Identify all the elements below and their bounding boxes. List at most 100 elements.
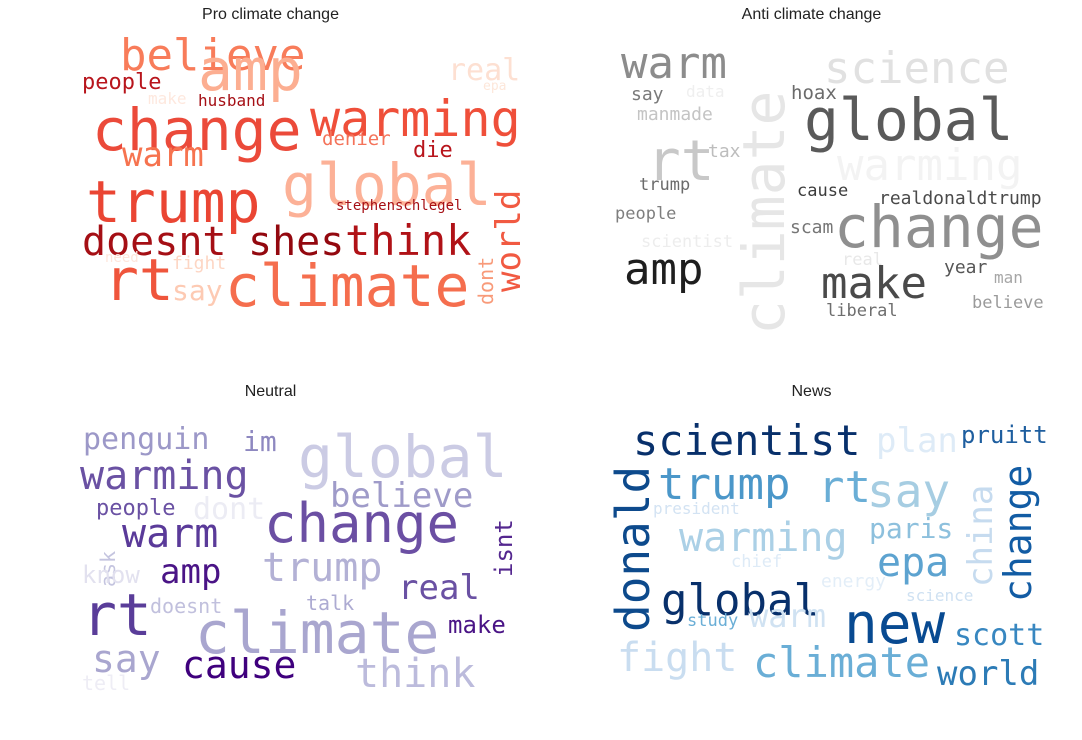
word-change: change xyxy=(264,492,459,555)
word-warming: warming xyxy=(679,515,848,561)
word-change: change xyxy=(834,193,1044,261)
word-husband: husband xyxy=(198,91,265,110)
word-epa: epa xyxy=(877,540,949,586)
chart-title: Pro climate change xyxy=(202,6,339,23)
word-scott: scott xyxy=(954,618,1044,653)
word-believe: believe xyxy=(120,30,305,81)
word-make: make xyxy=(148,89,187,108)
word-warming: warming xyxy=(80,453,249,499)
word-man: man xyxy=(994,268,1023,287)
word-need: need xyxy=(105,250,139,266)
word-climate: climate xyxy=(195,599,439,667)
word-global: global xyxy=(804,86,1014,154)
word-fight: fight xyxy=(172,253,226,274)
word-rt: rt xyxy=(104,246,174,314)
word-rt: rt xyxy=(647,129,714,194)
word-shes: shes xyxy=(248,219,344,265)
word-warm: warm xyxy=(621,38,727,89)
word-global: global xyxy=(661,575,820,626)
word-energy: energy xyxy=(821,571,886,592)
word-amp: amp xyxy=(624,244,703,295)
word-pruitt: pruitt xyxy=(961,421,1048,449)
word-say: say xyxy=(867,464,950,518)
word-fight: fight xyxy=(617,635,737,681)
word-trump: trump xyxy=(262,545,382,591)
word-trump: trump xyxy=(639,175,690,195)
word-epa: epa xyxy=(483,79,506,94)
word-believe: believe xyxy=(972,293,1044,313)
chart-title: News xyxy=(791,383,832,400)
word-real: real xyxy=(398,568,480,608)
word-denier: denier xyxy=(322,128,391,150)
word-isnt: isnt xyxy=(490,519,518,577)
word-dont: dont xyxy=(474,257,498,305)
word-think: think xyxy=(355,651,475,697)
word-warming: warming xyxy=(837,140,1022,191)
word-rt: rt xyxy=(818,462,871,513)
word-amp: amp xyxy=(160,552,221,592)
word-say: say xyxy=(172,274,223,307)
word-rt: rt xyxy=(82,581,152,649)
word-world: world xyxy=(937,654,1039,694)
word-say: say xyxy=(631,84,664,105)
word-cause: cause xyxy=(797,181,848,201)
word-data: data xyxy=(686,82,725,101)
word-people: people xyxy=(82,70,161,95)
word-change: change xyxy=(92,96,302,164)
word-paris: paris xyxy=(869,512,953,545)
word-plan: plan xyxy=(876,421,958,461)
panel-neutral: Neutral penguin im global warming believe peo… xyxy=(0,377,541,740)
panel-anti: Anti climate change warm climate science sa… xyxy=(541,0,1082,363)
word-climate: climate xyxy=(730,91,798,335)
word-donald: donald xyxy=(606,466,660,632)
word-global: global xyxy=(298,423,508,491)
word-science: science xyxy=(906,586,973,605)
word-warm: warm xyxy=(122,511,218,557)
word-president: president xyxy=(653,499,740,518)
word-make: make xyxy=(448,611,506,639)
word-science: science xyxy=(824,43,1009,94)
word-warming: warming xyxy=(310,90,521,148)
word-chief: chief xyxy=(731,552,782,572)
word-change: change xyxy=(996,465,1040,602)
word-ask: ask xyxy=(96,551,120,587)
panel-news: News scientist plan pruitt donald trump rt say… xyxy=(541,377,1082,740)
word-cloud-neutral: penguin im global warming believe people dont a… xyxy=(80,422,518,697)
word-realdonaldtrump: realdonaldtrump xyxy=(879,188,1042,209)
chart-title: Anti climate change xyxy=(741,6,882,23)
word-people: people xyxy=(615,204,676,224)
word-warm: warm xyxy=(122,135,204,175)
word-real: real xyxy=(842,250,883,270)
word-scam: scam xyxy=(790,217,833,238)
word-amp: amp xyxy=(198,36,303,104)
panel-pro: Pro climate change believe amp real people e… xyxy=(0,0,541,363)
word-doesnt: doesnt xyxy=(82,219,227,265)
word-global: global xyxy=(282,151,492,219)
word-doesnt: doesnt xyxy=(150,594,222,618)
word-people: people xyxy=(96,496,175,521)
word-cause: cause xyxy=(182,643,296,687)
word-say: say xyxy=(92,637,161,681)
word-world: world xyxy=(489,190,529,292)
word-liberal: liberal xyxy=(826,301,898,321)
word-climate: climate xyxy=(225,252,469,320)
word-talk: talk xyxy=(306,591,354,615)
word-climate: climate xyxy=(753,638,930,687)
word-make: make xyxy=(821,258,927,309)
word-hoax: hoax xyxy=(791,82,837,104)
word-die: die xyxy=(413,138,453,163)
word-tax: tax xyxy=(708,141,741,162)
word-trump: trump xyxy=(86,168,261,236)
word-real: real xyxy=(448,53,520,88)
word-dont: dont xyxy=(193,492,265,527)
word-know: know xyxy=(82,561,140,589)
word-year: year xyxy=(944,257,988,278)
chart-title: Neutral xyxy=(244,383,297,400)
word-manmade: manmade xyxy=(637,104,713,125)
word-scientist: scientist xyxy=(633,416,861,465)
word-scientist: scientist xyxy=(641,232,733,252)
word-warm: warm xyxy=(749,597,826,635)
word-believe: believe xyxy=(330,476,473,516)
